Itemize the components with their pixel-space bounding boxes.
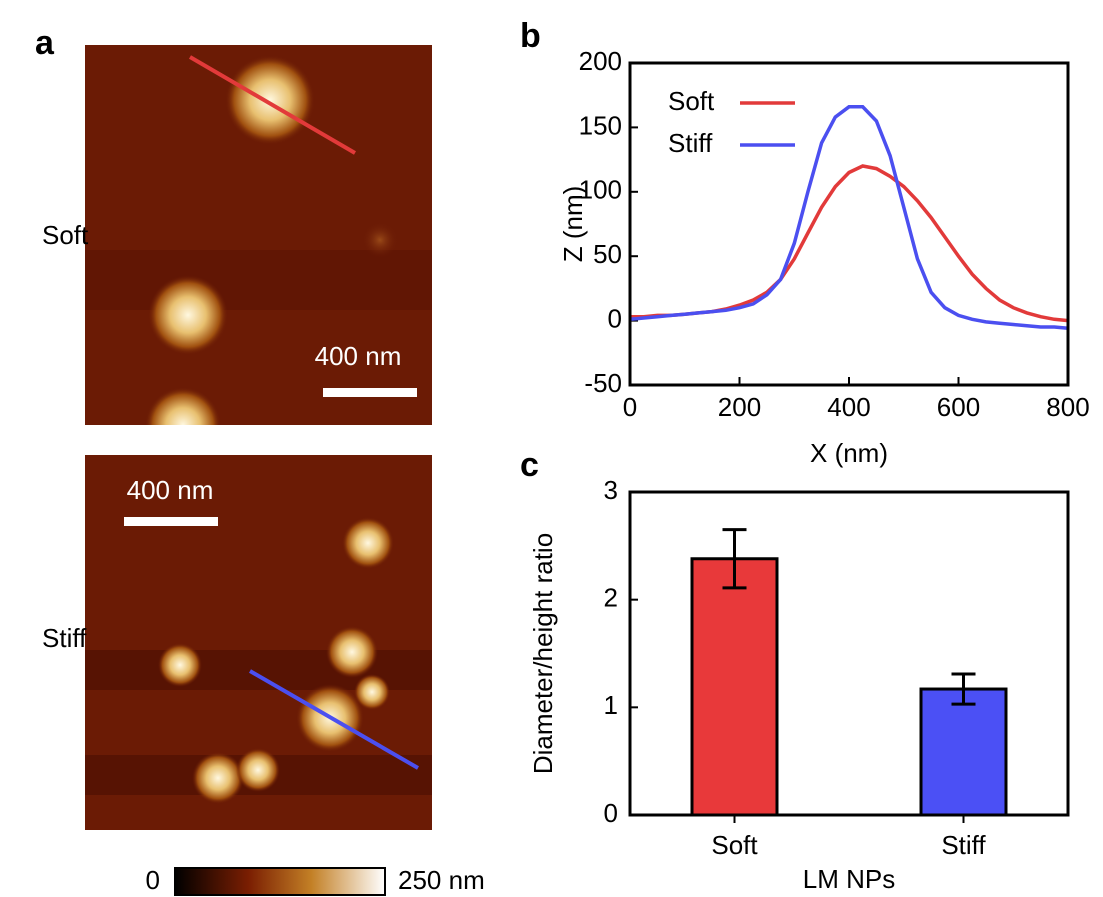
data-line — [630, 164, 1069, 323]
scale-bar — [323, 388, 417, 397]
y-tick-label: 50 — [593, 239, 622, 269]
plot-frame — [628, 61, 1070, 387]
x-tick-label: Stiff — [941, 830, 986, 860]
panel-label: a — [35, 24, 55, 62]
plot-frame — [628, 490, 1070, 817]
y-axis-label: Z (nm) — [558, 186, 588, 263]
y-tick-label: 150 — [579, 110, 622, 140]
colorbar — [174, 867, 386, 896]
x-tick-label: 0 — [623, 392, 637, 422]
y-tick-label: 2 — [604, 583, 618, 613]
y-axis-label: Diameter/height ratio — [528, 533, 558, 774]
error-bar — [722, 528, 747, 590]
panel-label: b — [520, 17, 541, 55]
scale-bar — [124, 517, 218, 526]
x-axis-label: X (nm) — [810, 438, 888, 468]
x-tick-label: 400 — [827, 392, 870, 422]
bar — [919, 687, 1008, 817]
y-tick-label: -50 — [584, 368, 622, 398]
x-tick-label: Soft — [711, 830, 758, 860]
legend-label: Soft — [668, 86, 715, 116]
profile-line — [188, 55, 357, 155]
image-label: Stiff — [42, 623, 87, 653]
x-tick-label: 800 — [1046, 392, 1089, 422]
colorbar-label: 250 nm — [398, 865, 485, 895]
error-bar — [951, 672, 976, 706]
y-tick-label: 200 — [579, 46, 622, 76]
y-tick-label: 100 — [579, 175, 622, 205]
afm-image-soft — [85, 45, 432, 425]
y-tick-label: 1 — [604, 690, 618, 720]
x-tick-label: 600 — [937, 392, 980, 422]
bar — [690, 557, 779, 817]
x-axis-label: LM NPs — [803, 864, 895, 894]
scale-bar-label: 400 nm — [127, 475, 214, 505]
y-tick-label: 0 — [604, 798, 618, 828]
legend-label: Stiff — [668, 128, 713, 158]
panel-label: c — [520, 446, 539, 484]
profile-line — [248, 669, 420, 770]
y-tick-label: 3 — [604, 475, 618, 505]
colorbar-label: 0 — [146, 865, 160, 895]
scale-bar-label: 400 nm — [315, 341, 402, 371]
afm-image-stiff — [85, 455, 432, 830]
y-tick-label: 0 — [608, 303, 622, 333]
image-label: Soft — [42, 220, 89, 250]
x-tick-label: 200 — [718, 392, 761, 422]
data-line — [629, 105, 1069, 331]
